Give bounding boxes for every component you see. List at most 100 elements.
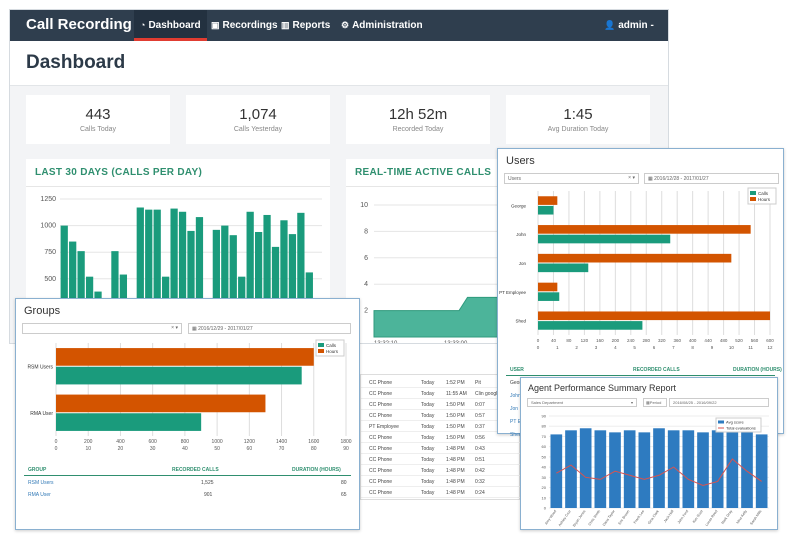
stat-calls-today: 443 Calls Today bbox=[26, 95, 170, 144]
x-tick-label: Kim Scott bbox=[692, 509, 704, 524]
x-tick-label-calls: 320 bbox=[658, 338, 666, 343]
table-row[interactable]: CC Phone Today 1:50 PM 0:07 bbox=[361, 399, 521, 410]
table-cell: Today bbox=[421, 468, 435, 474]
y-tick-label: 500 bbox=[44, 276, 56, 283]
table-cell: 0:37 bbox=[475, 424, 485, 430]
groups-table: GROUP RECORDED CALLS DURATION (HOURS) RS… bbox=[16, 465, 359, 525]
table-cell: 0:57 bbox=[475, 413, 485, 419]
nav-dashboard[interactable]: ◔ Dashboard bbox=[134, 10, 207, 41]
table-cell[interactable]: John bbox=[510, 393, 521, 399]
nav-reports[interactable]: ▥ Reports bbox=[281, 20, 331, 31]
table-row[interactable]: CC Phone Today 1:48 PM 0:42 bbox=[361, 465, 521, 476]
table-row[interactable]: PT Employee Today 1:50 PM 0:37 bbox=[361, 421, 521, 432]
y-tick-label: 60 bbox=[542, 444, 547, 449]
reports-icon: ▥ bbox=[281, 20, 290, 30]
bar-hours bbox=[538, 253, 732, 263]
x-tick-label-hours: 6 bbox=[653, 345, 656, 350]
legend-label: Hours bbox=[326, 349, 339, 354]
brand-logo[interactable]: Call Recording bbox=[26, 16, 132, 33]
nav-recordings[interactable]: ▣ Recordings bbox=[211, 20, 278, 31]
x-tick-label-calls: 600 bbox=[148, 439, 157, 445]
clear-icon[interactable]: × ▾ bbox=[628, 175, 635, 181]
user-select[interactable]: Users × ▾ bbox=[504, 173, 639, 184]
x-tick-label-calls: 200 bbox=[612, 338, 620, 343]
category-label: Jon bbox=[519, 261, 527, 266]
table-cell: Today bbox=[421, 479, 435, 485]
bar bbox=[741, 432, 753, 508]
x-tick-label-calls: 520 bbox=[735, 338, 743, 343]
calendar-icon: ▦ bbox=[648, 176, 653, 182]
y-tick-label: 10 bbox=[360, 202, 368, 209]
table-cell: 0:07 bbox=[475, 402, 485, 408]
y-tick-label: 6 bbox=[364, 255, 368, 262]
table-row[interactable]: CC Phone Today 1:50 PM 0:56 bbox=[361, 432, 521, 443]
table-cell: 1:48 PM bbox=[446, 446, 465, 452]
bar bbox=[263, 214, 271, 332]
bar bbox=[697, 432, 709, 508]
date-range-input[interactable]: 2016/08/25 - 2016/09/22 bbox=[669, 398, 769, 407]
category-label: John bbox=[516, 232, 526, 237]
table-header: DURATION (HOURS) bbox=[292, 467, 341, 473]
y-tick-label: 0 bbox=[544, 506, 547, 511]
x-tick-label-hours: 50 bbox=[214, 446, 220, 452]
table-row[interactable]: CC Phone Today 1:52 PM Pit bbox=[361, 377, 521, 388]
x-tick-label: Nina Kelly bbox=[735, 509, 747, 524]
stat-value: 12h 52m bbox=[388, 106, 448, 123]
bar bbox=[711, 430, 724, 508]
legend-swatch-calls bbox=[750, 191, 756, 195]
date-range-input[interactable]: ▦ 2016/12/29 - 2017/01/27 bbox=[188, 323, 351, 334]
x-tick-label-calls: 0 bbox=[537, 338, 540, 343]
table-row[interactable]: CC Phone Today 1:48 PM 0:43 bbox=[361, 443, 521, 454]
table-cell[interactable]: RSM Users bbox=[28, 480, 54, 486]
table-row[interactable]: CC Phone Today 1:48 PM 0:32 bbox=[361, 476, 521, 487]
bar-hours bbox=[56, 348, 314, 366]
x-tick-label-hours: 0 bbox=[537, 345, 540, 350]
bar-calls bbox=[538, 205, 554, 215]
table-cell: 11:55 AM bbox=[446, 391, 467, 397]
user-menu[interactable]: 👤 admin - bbox=[604, 20, 654, 31]
period-button[interactable]: ▦Period bbox=[643, 398, 667, 407]
table-cell[interactable]: Jon bbox=[510, 406, 519, 412]
table-row[interactable]: CC Phone Today 1:48 PM 0:24 bbox=[361, 487, 521, 498]
category-label: George bbox=[511, 203, 527, 208]
date-range-input[interactable]: ▦ 2016/12/28 - 2017/01/27 bbox=[644, 173, 779, 184]
table-row[interactable]: CC Phone Today 1:48 PM 0:51 bbox=[361, 454, 521, 465]
legend-label: Calls bbox=[758, 191, 769, 196]
nav-administration[interactable]: ⚙ Administration bbox=[341, 20, 423, 31]
calendar-icon: ▦ bbox=[646, 400, 650, 405]
group-select[interactable]: × ▾ bbox=[22, 323, 182, 334]
clear-icon[interactable]: × ▾ bbox=[171, 325, 178, 331]
legend-label: Total evaluations bbox=[726, 426, 756, 431]
x-tick-label: Mark Gray bbox=[721, 509, 734, 525]
x-tick-label-hours: 1 bbox=[556, 345, 559, 350]
y-tick-label: 2 bbox=[364, 308, 368, 315]
department-select[interactable]: Sales Department ▾ bbox=[527, 398, 637, 407]
legend-swatch-calls bbox=[318, 343, 324, 347]
x-tick-label: Sarah Mills bbox=[749, 509, 762, 526]
x-tick-label: 13:33:00 bbox=[444, 341, 468, 344]
table-cell: CC Phone bbox=[369, 435, 393, 441]
table-cell[interactable]: RMA User bbox=[28, 492, 51, 498]
y-tick-label: 50 bbox=[542, 454, 547, 459]
divider bbox=[24, 475, 351, 476]
bar-hours bbox=[538, 196, 558, 205]
bar bbox=[170, 208, 178, 332]
x-tick-label-hours: 70 bbox=[279, 446, 285, 452]
x-tick-label-hours: 2 bbox=[575, 345, 578, 350]
x-tick-label-calls: 400 bbox=[689, 338, 697, 343]
bar bbox=[187, 230, 195, 332]
table-cell: 80 bbox=[341, 480, 347, 486]
bar-calls bbox=[538, 234, 671, 244]
table-cell: Clin google bbox=[475, 391, 501, 397]
table-cell[interactable]: Shed bbox=[510, 432, 522, 438]
bar bbox=[77, 251, 85, 332]
table-row[interactable]: CC Phone Today 1:50 PM 0:57 bbox=[361, 410, 521, 421]
table-row[interactable]: CC Phone Today 11:55 AM Clin google bbox=[361, 388, 521, 399]
table-header: USER bbox=[510, 367, 524, 373]
x-tick-label-calls: 240 bbox=[627, 338, 635, 343]
bar bbox=[565, 430, 577, 508]
x-tick-label-hours: 90 bbox=[343, 446, 349, 452]
y-tick-label: 10 bbox=[542, 495, 547, 500]
legend-label: Avg score bbox=[726, 420, 744, 425]
x-tick-label-hours: 12 bbox=[767, 345, 773, 350]
